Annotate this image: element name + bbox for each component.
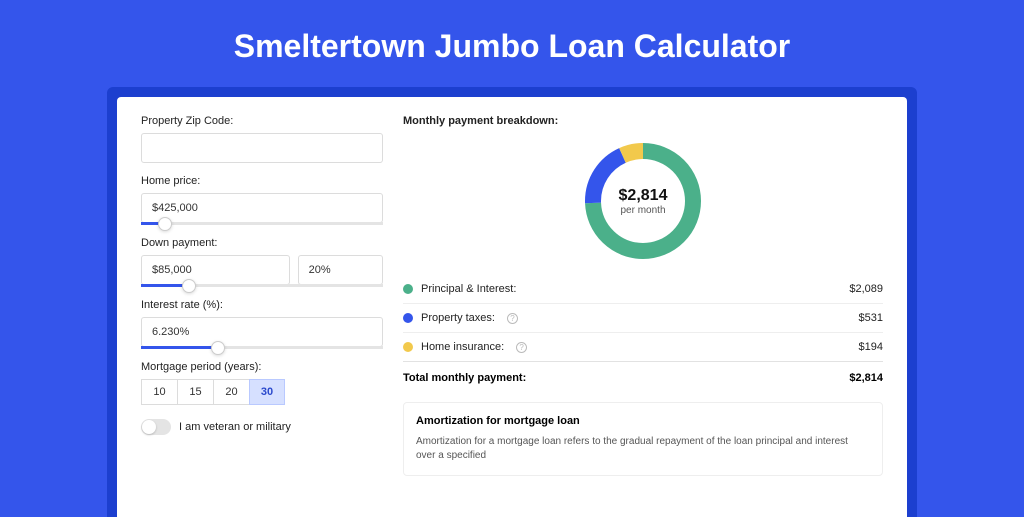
mortgage-period-field: Mortgage period (years): 10152030 [141, 361, 383, 405]
info-icon[interactable]: ? [516, 342, 527, 353]
period-button-30[interactable]: 30 [249, 379, 285, 405]
mortgage-period-label: Mortgage period (years): [141, 361, 383, 373]
interest-rate-label: Interest rate (%): [141, 299, 383, 311]
legend-row-principal---interest-: Principal & Interest: $2,089 [403, 275, 883, 303]
legend-amount: $531 [859, 312, 883, 324]
veteran-toggle-row: I am veteran or military [141, 419, 383, 435]
breakdown-title: Monthly payment breakdown: [403, 115, 883, 127]
home-price-slider[interactable] [141, 222, 383, 225]
donut-chart: $2,814 per month [583, 141, 703, 261]
zip-input[interactable] [141, 133, 383, 163]
zip-label: Property Zip Code: [141, 115, 383, 127]
page-title: Smeltertown Jumbo Loan Calculator [0, 0, 1024, 87]
legend-dot [403, 313, 413, 323]
total-amount: $2,814 [849, 372, 883, 384]
legend-row-property-taxes-: Property taxes:? $531 [403, 303, 883, 332]
total-label: Total monthly payment: [403, 372, 526, 384]
interest-rate-slider[interactable] [141, 346, 383, 349]
amortization-title: Amortization for mortgage loan [416, 415, 870, 427]
legend-amount: $2,089 [849, 283, 883, 295]
legend-dot [403, 342, 413, 352]
home-price-field: Home price: [141, 175, 383, 225]
amortization-text: Amortization for a mortgage loan refers … [416, 435, 870, 463]
form-column: Property Zip Code: Home price: Down paym… [141, 115, 383, 499]
info-icon[interactable]: ? [507, 313, 518, 324]
legend-label: Home insurance: [421, 341, 504, 353]
period-button-group: 10152030 [141, 379, 383, 405]
down-payment-label: Down payment: [141, 237, 383, 249]
legend-label: Property taxes: [421, 312, 495, 324]
period-button-15[interactable]: 15 [177, 379, 213, 405]
legend-dot [403, 284, 413, 294]
period-button-10[interactable]: 10 [141, 379, 177, 405]
card-shadow: Property Zip Code: Home price: Down paym… [107, 87, 917, 517]
legend-row-home-insurance-: Home insurance:? $194 [403, 332, 883, 361]
interest-rate-field: Interest rate (%): [141, 299, 383, 349]
amortization-box: Amortization for mortgage loan Amortizat… [403, 402, 883, 476]
toggle-knob [142, 420, 156, 434]
donut-chart-wrap: $2,814 per month [403, 135, 883, 271]
down-payment-field: Down payment: [141, 237, 383, 287]
veteran-label: I am veteran or military [179, 421, 291, 433]
veteran-toggle[interactable] [141, 419, 171, 435]
breakdown-column: Monthly payment breakdown: $2,814 per mo… [403, 115, 883, 499]
period-button-20[interactable]: 20 [213, 379, 249, 405]
calculator-card: Property Zip Code: Home price: Down paym… [117, 97, 907, 517]
legend: Principal & Interest: $2,089 Property taxe… [403, 275, 883, 361]
total-row: Total monthly payment: $2,814 [403, 361, 883, 394]
home-price-label: Home price: [141, 175, 383, 187]
donut-sublabel: per month [620, 205, 665, 216]
down-payment-pct-input[interactable] [298, 255, 383, 285]
down-payment-slider[interactable] [141, 284, 383, 287]
down-payment-input[interactable] [141, 255, 290, 285]
legend-amount: $194 [859, 341, 883, 353]
home-price-input[interactable] [141, 193, 383, 223]
interest-rate-input[interactable] [141, 317, 383, 347]
donut-amount: $2,814 [619, 187, 668, 205]
zip-field: Property Zip Code: [141, 115, 383, 163]
legend-label: Principal & Interest: [421, 283, 516, 295]
